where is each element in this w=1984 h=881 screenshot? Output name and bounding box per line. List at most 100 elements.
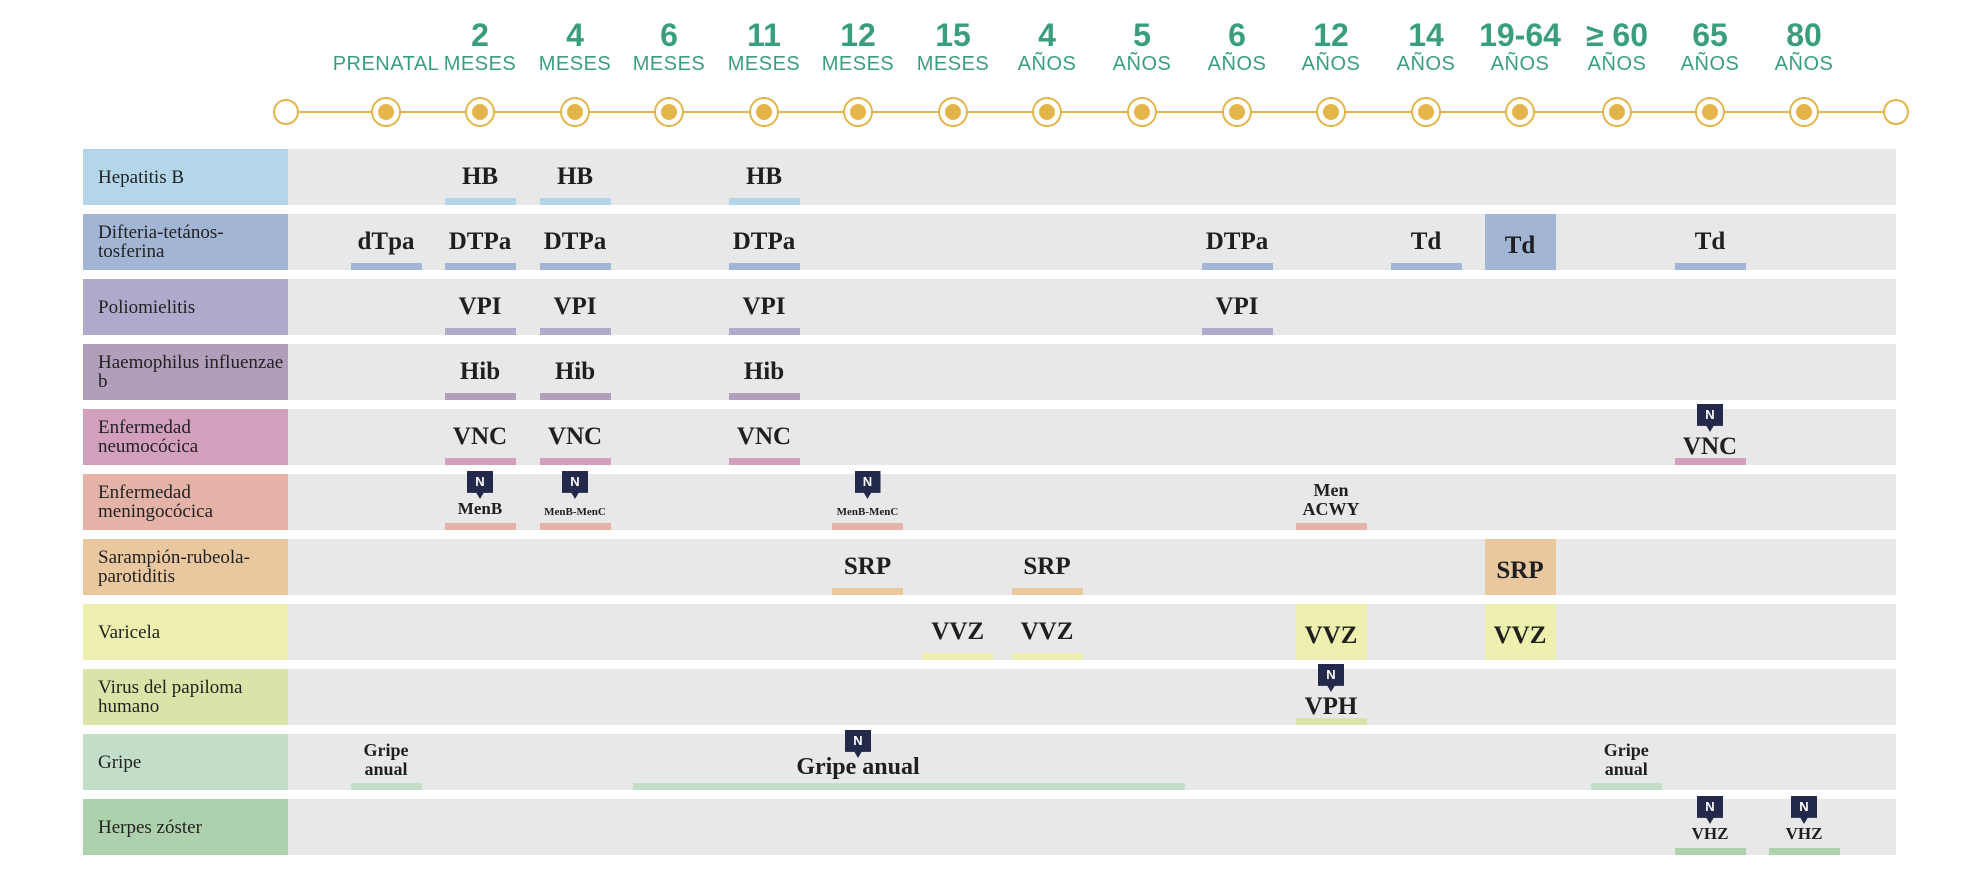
vaccine-label[interactable]: SRP — [1496, 557, 1544, 584]
timeline-dot[interactable] — [656, 99, 682, 125]
vaccine-label[interactable]: VVZ — [1304, 622, 1358, 649]
dose-bar[interactable] — [728, 458, 800, 465]
vaccine-label[interactable]: DTPa — [448, 228, 512, 255]
dose-bar[interactable] — [444, 263, 516, 270]
vaccine-label[interactable]: DTPa — [543, 228, 607, 255]
dose-bar[interactable] — [1484, 653, 1556, 660]
disease-label: Haemophilus influenzae b — [83, 344, 288, 400]
dose-bar[interactable] — [633, 783, 1185, 790]
dose-bar[interactable] — [728, 263, 800, 270]
timeline-dot[interactable] — [751, 99, 777, 125]
dose-bar[interactable] — [444, 523, 516, 530]
dose-bar[interactable] — [728, 393, 800, 400]
vaccine-label[interactable]: VHZ — [1785, 824, 1823, 843]
timeline-dot[interactable] — [940, 99, 966, 125]
dose-bar[interactable] — [728, 328, 800, 335]
vaccine-label[interactable]: VHZ — [1691, 824, 1729, 843]
dose-bar[interactable] — [444, 393, 516, 400]
dose-bar[interactable] — [539, 328, 611, 335]
vaccine-label[interactable]: VNC — [452, 423, 508, 450]
timeline-dot[interactable] — [562, 99, 588, 125]
vaccine-label[interactable]: Hib — [554, 358, 596, 385]
dose-bar[interactable] — [922, 653, 994, 660]
dose-bar[interactable] — [350, 783, 422, 790]
vaccine-label[interactable]: Td — [1504, 232, 1536, 259]
vaccine-label[interactable]: SRP — [1023, 553, 1071, 580]
dose-bar[interactable] — [728, 198, 800, 205]
dose-bar[interactable] — [1011, 653, 1083, 660]
vaccine-label[interactable]: MenB-MenC — [544, 506, 606, 518]
timeline-dot[interactable] — [1034, 99, 1060, 125]
dose-bar[interactable] — [539, 263, 611, 270]
vaccine-label[interactable]: Gripe anual — [796, 754, 920, 780]
vaccine-label[interactable]: Gripe anual — [1603, 740, 1649, 779]
dose-bar[interactable] — [350, 263, 422, 270]
vaccine-label[interactable]: Hib — [459, 358, 501, 385]
dose-bar[interactable] — [539, 458, 611, 465]
timeline-dot[interactable] — [845, 99, 871, 125]
dose-bar[interactable] — [1295, 523, 1367, 530]
vaccine-label[interactable]: VVZ — [931, 618, 985, 645]
age-header: 14 AÑOS — [1371, 17, 1481, 75]
dose-bar[interactable] — [539, 393, 611, 400]
dose-bar[interactable] — [1390, 263, 1462, 270]
vaccine-label[interactable]: Hib — [743, 358, 785, 385]
vaccine-label[interactable]: HB — [461, 163, 499, 190]
vaccine-label[interactable]: dTpa — [357, 228, 415, 255]
dose-bar[interactable] — [444, 458, 516, 465]
vaccine-label[interactable]: VPI — [1215, 293, 1259, 320]
age-unit: AÑOS — [1207, 53, 1267, 75]
dose-bar[interactable] — [1674, 263, 1746, 270]
timeline-dot[interactable] — [1224, 99, 1250, 125]
age-header: 4 AÑOS — [992, 17, 1102, 75]
dose-bar[interactable] — [832, 523, 903, 530]
vaccine-label[interactable]: VNC — [736, 423, 792, 450]
vaccine-label[interactable]: HB — [556, 163, 594, 190]
vaccine-label[interactable]: HB — [745, 163, 783, 190]
dose-bar[interactable] — [1295, 653, 1367, 660]
dose-bar[interactable] — [1201, 263, 1273, 270]
vaccine-label[interactable]: Td — [1694, 228, 1726, 255]
age-header: 19-64 AÑOS — [1465, 17, 1575, 75]
vaccine-label[interactable]: VVZ — [1493, 622, 1547, 649]
dose-bar[interactable] — [539, 198, 611, 205]
vaccine-label[interactable]: Men ACWY — [1302, 480, 1360, 519]
vaccine-label[interactable]: Td — [1410, 228, 1442, 255]
dose-bar[interactable] — [444, 328, 516, 335]
vaccine-label[interactable]: VNC — [1682, 433, 1738, 460]
dose-bar[interactable] — [1674, 848, 1746, 855]
timeline-dot[interactable] — [467, 99, 493, 125]
vaccine-label[interactable]: DTPa — [1205, 228, 1269, 255]
timeline-dot[interactable] — [1413, 99, 1439, 125]
vaccine-label[interactable]: MenB — [457, 499, 503, 518]
vaccine-label[interactable]: VVZ — [1020, 618, 1074, 645]
dose-bar[interactable] — [1484, 263, 1556, 270]
dose-bar[interactable] — [539, 523, 611, 530]
vaccine-label[interactable]: Gripe anual — [363, 740, 409, 779]
dose-bar[interactable] — [1484, 588, 1556, 595]
vaccine-label[interactable]: VPH — [1304, 693, 1358, 720]
dose-bar[interactable] — [1201, 328, 1273, 335]
timeline-dot[interactable] — [1129, 99, 1155, 125]
timeline-dot[interactable] — [1318, 99, 1344, 125]
timeline-dot[interactable] — [1697, 99, 1723, 125]
vaccine-label[interactable]: DTPa — [732, 228, 796, 255]
dose-bar[interactable] — [1295, 718, 1367, 725]
vaccine-label[interactable]: VPI — [458, 293, 502, 320]
vaccine-label[interactable]: VNC — [547, 423, 603, 450]
dose-bar[interactable] — [832, 588, 903, 595]
dose-bar[interactable] — [444, 198, 516, 205]
age-unit: AÑOS — [1396, 53, 1456, 75]
dose-bar[interactable] — [1590, 783, 1662, 790]
vaccine-label[interactable]: MenB-MenC — [836, 506, 899, 518]
vaccine-label[interactable]: VPI — [742, 293, 786, 320]
timeline-dot[interactable] — [373, 99, 399, 125]
dose-bar[interactable] — [1011, 588, 1083, 595]
timeline-dot[interactable] — [1791, 99, 1817, 125]
vaccine-label[interactable]: VPI — [553, 293, 597, 320]
dose-bar[interactable] — [1674, 458, 1746, 465]
timeline-dot[interactable] — [1507, 99, 1533, 125]
timeline-dot[interactable] — [1604, 99, 1630, 125]
dose-bar[interactable] — [1768, 848, 1840, 855]
vaccine-label[interactable]: SRP — [843, 553, 892, 580]
